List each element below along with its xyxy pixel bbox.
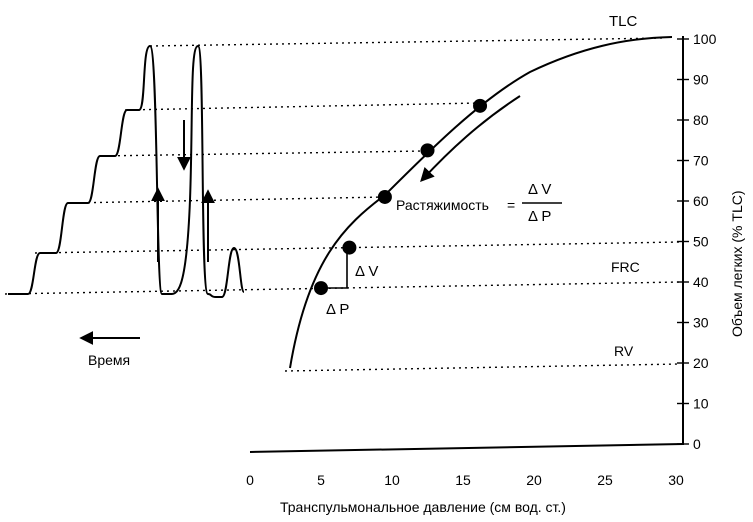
guide-rv <box>284 363 681 372</box>
y-tick-label: 40 <box>693 274 709 290</box>
y-tick-label: 60 <box>693 193 709 209</box>
y-tick-label: 30 <box>693 315 709 331</box>
guide-73 <box>99 150 426 157</box>
y-tick-label: 10 <box>693 396 709 412</box>
curve-points <box>314 98 488 296</box>
x-tick-label: 25 <box>597 472 613 488</box>
y-tick-label: 100 <box>693 31 717 47</box>
equals-sign: = <box>507 197 515 213</box>
curve-point <box>420 143 435 158</box>
guide-100 <box>149 37 666 47</box>
x-axis-line <box>249 443 684 453</box>
y-tick-labels: 0 10 20 30 40 50 60 70 80 90 100 <box>693 31 717 452</box>
y-tick-label: 50 <box>693 234 709 250</box>
delta-triangle <box>321 248 348 289</box>
delta-v-label: Δ V <box>355 263 378 280</box>
guide-85 <box>124 102 481 111</box>
x-tick-label: 5 <box>317 472 325 488</box>
fraction-denominator: Δ P <box>528 208 551 225</box>
delta-p-label: Δ P <box>326 301 349 318</box>
y-tick-label: 80 <box>693 112 709 128</box>
guide-61 <box>69 196 386 204</box>
guide-50 <box>34 241 681 254</box>
curve-point <box>342 240 357 255</box>
x-tick-labels: 0 5 10 15 20 25 30 <box>246 472 684 488</box>
x-tick-label: 10 <box>384 472 400 488</box>
time-label: Время <box>88 352 130 368</box>
y-tick-label: 70 <box>693 153 709 169</box>
x-tick-label: 30 <box>668 472 684 488</box>
curve-point <box>473 98 488 113</box>
y-tick-label: 20 <box>693 355 709 371</box>
pressure-volume-curve <box>289 36 673 369</box>
x-tick-label: 0 <box>246 472 254 488</box>
rv-label: RV <box>614 343 634 359</box>
y-tick-label: 0 <box>693 436 701 452</box>
x-axis-title: Транспульмональное давление (см вод. ст.… <box>280 499 566 515</box>
fraction-numerator: Δ V <box>528 181 551 198</box>
spirogram-trace <box>8 44 245 298</box>
y-axis-title: Объем легких (% TLC) <box>729 190 745 337</box>
compliance-label: Растяжимость <box>396 197 489 213</box>
curve-point <box>377 189 392 204</box>
deflation-arrow <box>420 95 521 183</box>
y-tick-label: 90 <box>693 72 709 88</box>
frc-label: FRC <box>611 259 640 275</box>
x-tick-label: 15 <box>455 472 471 488</box>
tlc-label: TLC <box>609 13 638 30</box>
y-tick-marks <box>677 38 689 445</box>
x-tick-label: 20 <box>526 472 542 488</box>
